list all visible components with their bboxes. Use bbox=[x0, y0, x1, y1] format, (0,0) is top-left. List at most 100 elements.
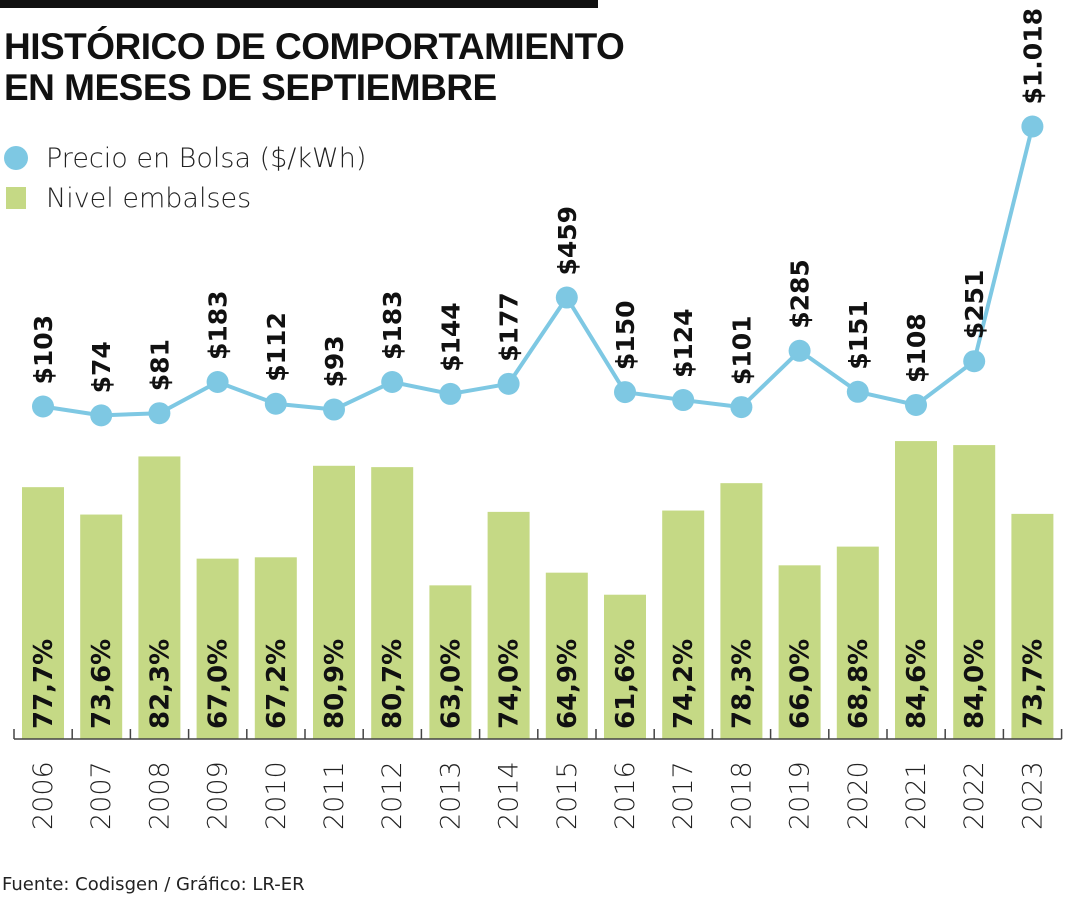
price-point bbox=[1021, 115, 1044, 138]
bar-value-label: 63,0% bbox=[436, 639, 466, 729]
legend-item-reservoir: Nivel embalses bbox=[4, 178, 366, 218]
bar-value-label: 78,3% bbox=[727, 639, 757, 729]
bar bbox=[604, 594, 646, 739]
bar bbox=[662, 510, 705, 739]
x-tick-label: 2010 bbox=[261, 761, 292, 830]
price-point bbox=[555, 286, 578, 309]
price-point bbox=[905, 393, 927, 416]
x-tick-label: 2015 bbox=[552, 761, 583, 830]
bar-value-label: 68,8% bbox=[844, 639, 874, 729]
bar bbox=[487, 511, 530, 739]
bar-value-label: 67,0% bbox=[204, 639, 234, 729]
price-point bbox=[672, 389, 695, 412]
price-point bbox=[788, 339, 811, 362]
price-value-label: $251 bbox=[960, 270, 989, 340]
price-value-label: $177 bbox=[495, 292, 524, 362]
bar bbox=[895, 441, 937, 739]
legend: Precio en Bolsa ($/kWh) Nivel embalses bbox=[4, 138, 366, 218]
price-value-label: $150 bbox=[611, 301, 640, 371]
bar-value-label: 61,6% bbox=[611, 639, 641, 729]
bar bbox=[138, 456, 181, 739]
x-tick-label: 2016 bbox=[610, 761, 641, 830]
bar-value-label: 73,6% bbox=[87, 639, 117, 729]
legend-label-price: Precio en Bolsa ($/kWh) bbox=[46, 142, 367, 174]
price-value-label: $151 bbox=[844, 300, 873, 370]
x-axis: 2006 2007 2008 2009 2010 2011 2012 2013 2014 2015… bbox=[13, 729, 1063, 830]
x-tick-label: 2019 bbox=[785, 761, 816, 830]
bar-value-label: 80,9% bbox=[320, 639, 350, 729]
price-point bbox=[264, 392, 287, 415]
bar-value-label: 74,0% bbox=[495, 639, 525, 729]
source-note: Fuente: Codisgen / Gráfico: LR-ER bbox=[2, 874, 305, 895]
price-value-label: $1.018 bbox=[1018, 8, 1047, 104]
title-rule bbox=[0, 0, 598, 8]
price-value-label: $144 bbox=[436, 302, 465, 372]
bar bbox=[778, 565, 821, 739]
bar bbox=[22, 487, 64, 739]
x-tick-label: 2009 bbox=[203, 761, 234, 830]
price-value-label: $124 bbox=[669, 308, 698, 378]
price-point bbox=[206, 371, 229, 394]
bar-value-label: 80,7% bbox=[378, 639, 408, 729]
price-point bbox=[148, 402, 171, 425]
bar-value-label: 64,9% bbox=[553, 639, 583, 729]
bar bbox=[80, 514, 123, 739]
bar-value-label: 82,3% bbox=[145, 639, 175, 729]
price-point bbox=[439, 382, 462, 405]
price-value-label: $459 bbox=[553, 206, 582, 276]
bar bbox=[545, 572, 588, 739]
price-point bbox=[730, 396, 753, 419]
price-line-series: $103 $74 $81 $183 $112 $93 $183 $144 $177 $459 $15… bbox=[29, 8, 1047, 427]
price-value-label: $285 bbox=[786, 259, 815, 329]
price-line bbox=[42, 126, 1035, 418]
x-tick-label: 2020 bbox=[843, 761, 874, 830]
square-marker-icon bbox=[6, 187, 26, 209]
bar-value-label: 74,2% bbox=[669, 639, 699, 729]
bar-value-label: 84,6% bbox=[902, 639, 932, 729]
bar-value-label: 84,0% bbox=[960, 639, 990, 729]
price-value-label: $112 bbox=[262, 312, 291, 382]
price-point bbox=[846, 380, 869, 403]
bar bbox=[429, 585, 472, 739]
bar bbox=[1011, 513, 1054, 739]
bar-value-label: 73,7% bbox=[1018, 639, 1048, 729]
price-value-label: $103 bbox=[29, 315, 58, 385]
bar bbox=[254, 557, 297, 739]
x-tick-label: 2022 bbox=[959, 761, 990, 830]
price-point bbox=[32, 395, 54, 418]
chart-title: HISTÓRICO DE COMPORTAMIENTO EN MESES DE … bbox=[4, 26, 625, 108]
legend-label-reservoir: Nivel embalses bbox=[46, 182, 252, 214]
x-tick-label: 2011 bbox=[319, 761, 350, 830]
legend-item-price: Precio en Bolsa ($/kWh) bbox=[4, 138, 366, 178]
x-tick-label: 2018 bbox=[726, 761, 757, 830]
price-point bbox=[90, 404, 113, 427]
x-tick-label: 2012 bbox=[377, 761, 408, 830]
x-tick-label: 2014 bbox=[494, 761, 525, 830]
title-line-1: HISTÓRICO DE COMPORTAMIENTO bbox=[4, 26, 625, 67]
price-point bbox=[497, 372, 520, 395]
x-tick-label: 2013 bbox=[435, 761, 466, 830]
x-tick-label: 2017 bbox=[668, 761, 699, 830]
bar bbox=[313, 465, 355, 739]
price-value-label: $74 bbox=[87, 341, 116, 393]
bar bbox=[953, 445, 996, 739]
bar-value-label: 67,2% bbox=[262, 639, 292, 729]
x-tick-label: 2021 bbox=[901, 761, 932, 830]
bar bbox=[196, 558, 239, 739]
x-tick-label: 2008 bbox=[144, 761, 175, 830]
price-value-label: $108 bbox=[902, 313, 931, 383]
bar bbox=[371, 467, 414, 739]
price-value-label: $81 bbox=[145, 339, 174, 391]
price-value-label: $93 bbox=[320, 335, 349, 387]
bar-value-label: 77,7% bbox=[29, 639, 59, 729]
bar bbox=[836, 546, 879, 739]
bar-series: 77,7% 73,6% 82,3% 67,0% 67,2% 80,9% 80,7% 63,0%… bbox=[22, 441, 1054, 739]
price-value-label: $101 bbox=[727, 316, 756, 386]
bar bbox=[720, 483, 763, 739]
price-point bbox=[323, 398, 345, 421]
title-line-2: EN MESES DE SEPTIEMBRE bbox=[4, 67, 497, 108]
x-tick-label: 2023 bbox=[1017, 761, 1048, 830]
circle-marker-icon bbox=[4, 146, 28, 170]
price-point bbox=[963, 350, 986, 373]
